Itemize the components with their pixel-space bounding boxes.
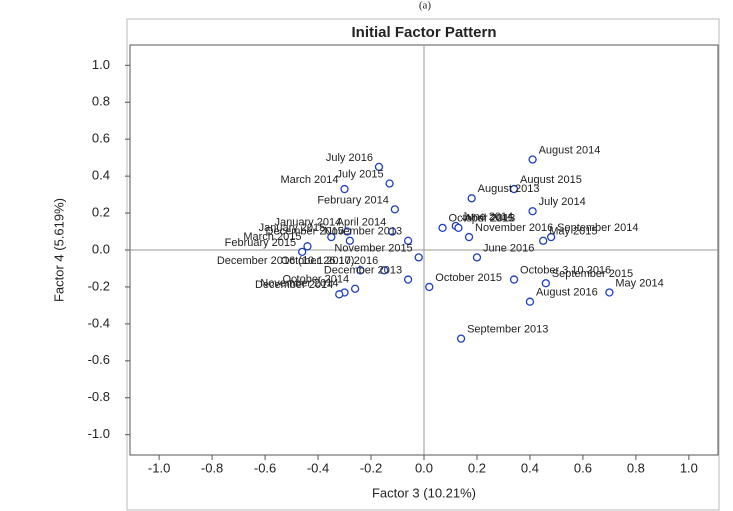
point (303, 242, 312, 251)
point (350, 284, 360, 293)
point (605, 288, 614, 297)
point (388, 227, 397, 236)
y-tick-label: -0.8 (88, 389, 110, 404)
point-label: April 2014 (337, 216, 387, 228)
point-label: August 2013 (478, 183, 540, 195)
y-tick-label: 1.0 (92, 57, 110, 72)
point (525, 297, 535, 306)
point-label: October 2015 (435, 272, 502, 284)
caption: (a) (419, 0, 432, 12)
point (509, 275, 519, 284)
y-tick-label: 0.2 (92, 205, 110, 220)
point (335, 290, 344, 299)
point-label: September 2013 (467, 324, 548, 336)
point (385, 179, 394, 188)
point (454, 223, 463, 232)
point-label: October 2013 (449, 213, 516, 225)
point (467, 194, 476, 203)
point (298, 247, 307, 256)
point-label: December 2015 (266, 226, 344, 238)
point-label: December 2016 (10.1.2017) (217, 255, 355, 267)
x-tick-label: 1.0 (680, 460, 698, 475)
y-tick-label: 0.4 (92, 168, 110, 183)
point-label: July 2016 (326, 152, 373, 164)
point-label: November 2013 (324, 226, 402, 238)
x-tick-label: -1.0 (148, 460, 170, 475)
y-tick-label: 0.6 (92, 131, 110, 146)
x-tick-label: -0.6 (254, 460, 276, 475)
point (456, 334, 466, 343)
point-label: October 2014 (282, 274, 349, 286)
y-tick-label: -0.6 (88, 352, 110, 367)
point-label: February 2014 (317, 194, 389, 206)
point-label: August 2015 (520, 174, 582, 186)
point-label: September 2014 (557, 222, 638, 234)
x-axis-label: Factor 3 (10.21%) (372, 485, 476, 500)
point-label: November 2015 (334, 242, 412, 254)
point-label: November 2016 (475, 222, 553, 234)
point-label: January 2014 (275, 216, 342, 228)
point (327, 232, 336, 242)
point (528, 155, 537, 164)
chart-title: Initial Factor Pattern (351, 24, 496, 41)
point-label: May 2015 (549, 226, 597, 238)
point (528, 207, 537, 216)
x-tick-label: 0.8 (627, 460, 645, 475)
point (438, 223, 447, 232)
point-label: October 26.10.2016 (281, 255, 378, 267)
x-tick-label: -0.4 (307, 460, 329, 475)
point-label: July 2014 (539, 196, 586, 208)
point (345, 236, 354, 245)
point (414, 253, 423, 262)
point-label: June 2016 (483, 242, 534, 254)
outer-frame (126, 18, 720, 511)
y-tick-label: 0.0 (92, 241, 110, 256)
y-tick-label: 0.8 (92, 94, 110, 109)
y-axis-label: Factor 4 (5.619%) (51, 198, 66, 302)
point (472, 253, 482, 262)
point (425, 282, 434, 292)
point-label: October 3.10.2016 (520, 264, 611, 276)
x-tick-label: -0.2 (360, 460, 382, 475)
point (403, 236, 413, 245)
point-label: September 2015 (552, 268, 633, 280)
point-label: May 2014 (615, 277, 663, 289)
x-tick-label: 0.0 (415, 460, 433, 475)
x-tick-label: 0.4 (521, 460, 539, 475)
point-label: March 2014 (280, 174, 338, 186)
x-tick-label: 0.6 (574, 460, 592, 475)
point-label: August 2016 (536, 287, 598, 299)
point-label: August 2014 (539, 144, 601, 156)
point (403, 275, 413, 284)
point (374, 162, 384, 172)
point (356, 266, 365, 275)
point-label: December 2013 (324, 264, 402, 276)
point-label: November 2014 (260, 277, 338, 289)
point (343, 227, 352, 236)
point-label: January 2015 (259, 222, 326, 234)
point-label: April 2015 (464, 213, 514, 225)
point-label: June 2014 (462, 211, 513, 223)
point-label: February 2015 (225, 237, 297, 249)
point (464, 232, 474, 242)
point (340, 184, 349, 194)
point (390, 205, 400, 214)
point-label: December 2014 (255, 279, 333, 291)
point-label: July 2015 (336, 168, 383, 180)
point (539, 236, 548, 245)
y-tick-label: -0.2 (88, 278, 110, 293)
point-label: March 2015 (243, 231, 301, 243)
x-tick-label: -0.8 (201, 460, 223, 475)
y-tick-label: -1.0 (88, 426, 110, 441)
point (541, 279, 550, 288)
point (509, 184, 519, 194)
point (380, 266, 389, 275)
point (546, 232, 556, 242)
x-tick-label: 0.2 (468, 460, 486, 475)
y-tick-label: -0.4 (88, 315, 110, 330)
